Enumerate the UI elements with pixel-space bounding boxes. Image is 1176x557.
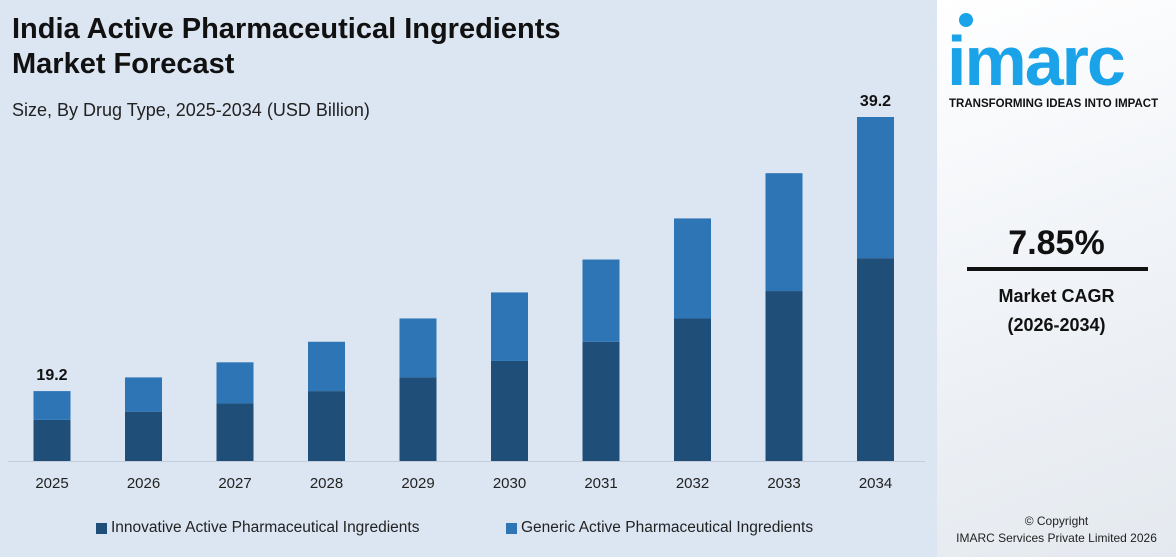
bar-innovative-2027 (216, 403, 254, 461)
chart-panel: India Active Pharmaceutical Ingredients M… (8, 12, 925, 537)
imarc-logo: imarc TRANSFORMING IDEAS INTO IMPACT (947, 5, 1172, 115)
bar-generic-2033 (765, 173, 803, 292)
bar-generic-2029 (399, 318, 437, 378)
bar-innovative-2028 (308, 391, 345, 461)
bar-innovative-2031 (582, 341, 620, 461)
copyright: © Copyright (1024, 514, 1089, 528)
x-tick-label-2032: 2032 (676, 475, 709, 492)
x-tick-label-2030: 2030 (493, 475, 526, 492)
x-tick-label-2028: 2028 (310, 475, 343, 492)
bar-innovative-2025 (33, 419, 71, 461)
x-tick-label-2034: 2034 (859, 475, 892, 492)
bar-innovative-2026 (125, 411, 162, 461)
x-tick-label-2025: 2025 (35, 475, 68, 492)
chart-title: India Active Pharmaceutical Ingredients M… (12, 12, 561, 82)
cagr-label: Market CAGR (998, 286, 1115, 306)
data-label-2034: 39.2 (860, 93, 891, 110)
bar-generic-2025 (33, 391, 71, 420)
bar-innovative-2034 (857, 258, 894, 461)
info-panel: imarc TRANSFORMING IDEAS INTO IMPACT 7.8… (937, 0, 1176, 557)
data-label-2025: 19.2 (36, 367, 67, 384)
logo-tagline: TRANSFORMING IDEAS INTO IMPACT (949, 98, 1159, 110)
x-tick-label-2029: 2029 (401, 475, 434, 492)
bar-generic-2031 (582, 259, 620, 342)
x-tick-label-2027: 2027 (218, 475, 251, 492)
logo-text: imarc (947, 22, 1126, 100)
bar-chart: 2025 19.2 2026 2027 2028 2029 2030 2031 2032 2033… (8, 93, 925, 492)
cagr-value: 7.85% (1008, 224, 1105, 262)
legend-swatch (506, 522, 517, 534)
bar-generic-2034 (857, 117, 894, 259)
chart-subtitle: Size, By Drug Type, 2025-2034 (USD Billi… (12, 100, 370, 120)
logo-dot (959, 13, 973, 27)
bar-generic-2027 (216, 362, 254, 404)
bar-generic-2030 (491, 292, 528, 361)
legend-label: Innovative Active Pharmaceutical Ingredi… (111, 519, 420, 536)
cagr-period: (2026-2034) (1007, 315, 1106, 335)
legend-item-generic: Generic Active Pharmaceutical Ingredient… (506, 519, 813, 537)
bar-innovative-2032 (674, 318, 711, 461)
x-tick-label-2031: 2031 (584, 475, 617, 492)
bar-generic-2026 (125, 377, 162, 412)
x-tick-label-2033: 2033 (767, 475, 800, 492)
title-line-1: India Active Pharmaceutical Ingredients (12, 13, 561, 45)
bar-generic-2032 (674, 218, 711, 319)
bar-generic-2028 (308, 341, 345, 392)
bar-innovative-2030 (491, 360, 528, 461)
company-name: IMARC Services Private Limited 2026 (956, 531, 1157, 545)
legend-item-innovative: Innovative Active Pharmaceutical Ingredi… (96, 519, 419, 537)
bar-innovative-2029 (399, 377, 437, 461)
divider (967, 267, 1148, 271)
legend-swatch (96, 522, 107, 534)
legend-label: Generic Active Pharmaceutical Ingredient… (521, 519, 814, 536)
x-tick-label-2026: 2026 (127, 475, 160, 492)
bar-innovative-2033 (765, 291, 803, 461)
title-line-2: Market Forecast (12, 48, 235, 80)
